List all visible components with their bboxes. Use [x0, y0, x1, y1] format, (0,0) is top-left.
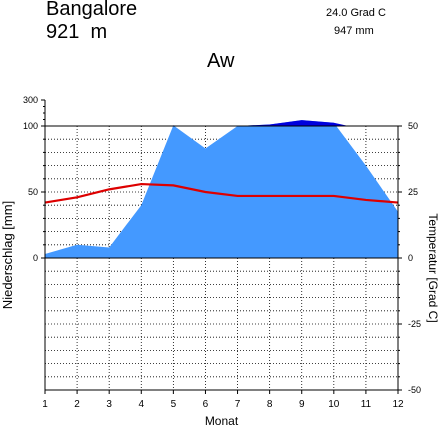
elevation: 921 m — [46, 21, 108, 43]
left-tick-label: 300 — [23, 95, 38, 105]
x-axis-label: Monat — [205, 414, 239, 428]
x-tick-label: 9 — [299, 399, 305, 410]
right-tick-label: 50 — [408, 121, 418, 131]
right-tick-label: 25 — [408, 187, 418, 197]
axes — [41, 99, 402, 394]
precipitation-excess-area — [170, 120, 349, 126]
x-tick-label: 6 — [203, 399, 209, 410]
x-tick-label: 3 — [106, 399, 112, 410]
climate-class: Aw — [207, 50, 235, 72]
x-tick-label: 2 — [74, 399, 80, 410]
x-tick-label: 4 — [138, 399, 144, 410]
temperature-series — [44, 182, 399, 204]
x-tick-label: 12 — [392, 399, 404, 410]
x-tick-label: 5 — [171, 399, 177, 410]
left-axis-label: Niederschlag [mm] — [0, 201, 15, 309]
right-tick-label: 0 — [408, 253, 413, 263]
x-tick-label: 7 — [235, 399, 241, 410]
left-tick-label: 100 — [23, 121, 38, 131]
x-tick-label: 8 — [267, 399, 273, 410]
right-tick-label: -25 — [408, 319, 421, 329]
right-tick-label: -50 — [408, 385, 421, 395]
x-tick-label: 10 — [328, 399, 340, 410]
mean-temperature: 24.0 Grad C — [326, 7, 386, 19]
x-tick-label: 11 — [361, 399, 372, 410]
left-tick-label: 0 — [33, 253, 38, 263]
left-tick-label: 50 — [28, 187, 38, 197]
station-name: Bangalore — [46, 0, 138, 20]
annual-precipitation: 947 mm — [334, 25, 374, 37]
precipitation-area — [45, 120, 398, 259]
x-tick-label: 1 — [42, 399, 48, 410]
temperature-line — [44, 182, 399, 204]
precipitation-series — [45, 120, 398, 259]
right-axis-label: Temperatur [Grad C] — [426, 213, 439, 322]
